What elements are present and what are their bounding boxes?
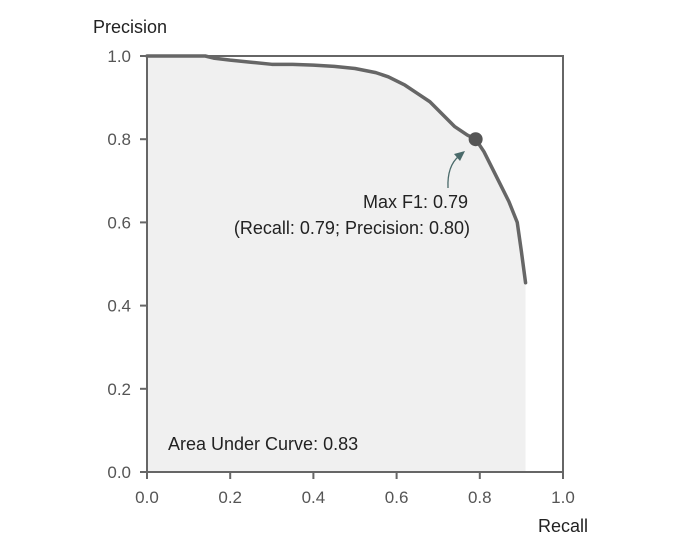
x-tick-label: 0.8 [468,488,492,507]
annotation-arrowhead [454,151,465,161]
x-tick-label: 1.0 [551,488,575,507]
y-tick-label: 0.6 [107,213,131,232]
max-f1-marker [447,132,483,189]
axis-ticks: 0.0 0.2 0.4 0.6 0.8 1.0 0.0 0.2 0.4 0.6 0.8 1.0 [107,47,574,507]
auc-label: Area Under Curve: 0.83 [168,434,358,454]
area-fill [147,56,526,472]
y-tick-label: 0.2 [107,380,131,399]
plot-border [146,55,564,473]
y-tick-label: 0.8 [107,130,131,149]
max-f1-label: Max F1: 0.79 [363,192,468,212]
pr-curve-path [145,54,528,285]
x-axis-title: Recall [538,516,588,536]
x-tick-label: 0.4 [302,488,326,507]
max-f1-detail-label: (Recall: 0.79; Precision: 0.80) [234,218,470,238]
x-tick-label: 0.6 [385,488,409,507]
plot-frame [146,55,564,473]
y-tick-label: 0.0 [107,463,131,482]
y-tick-label: 0.4 [107,297,131,316]
y-tick-label: 1.0 [107,47,131,66]
area-under-curve [147,56,526,472]
pr-curve-line [145,54,528,285]
y-axis-title: Precision [93,17,167,37]
x-tick-label: 0.2 [218,488,242,507]
x-tick-label: 0.0 [135,488,159,507]
max-f1-point [468,132,483,147]
annotation-arrow [447,155,460,189]
